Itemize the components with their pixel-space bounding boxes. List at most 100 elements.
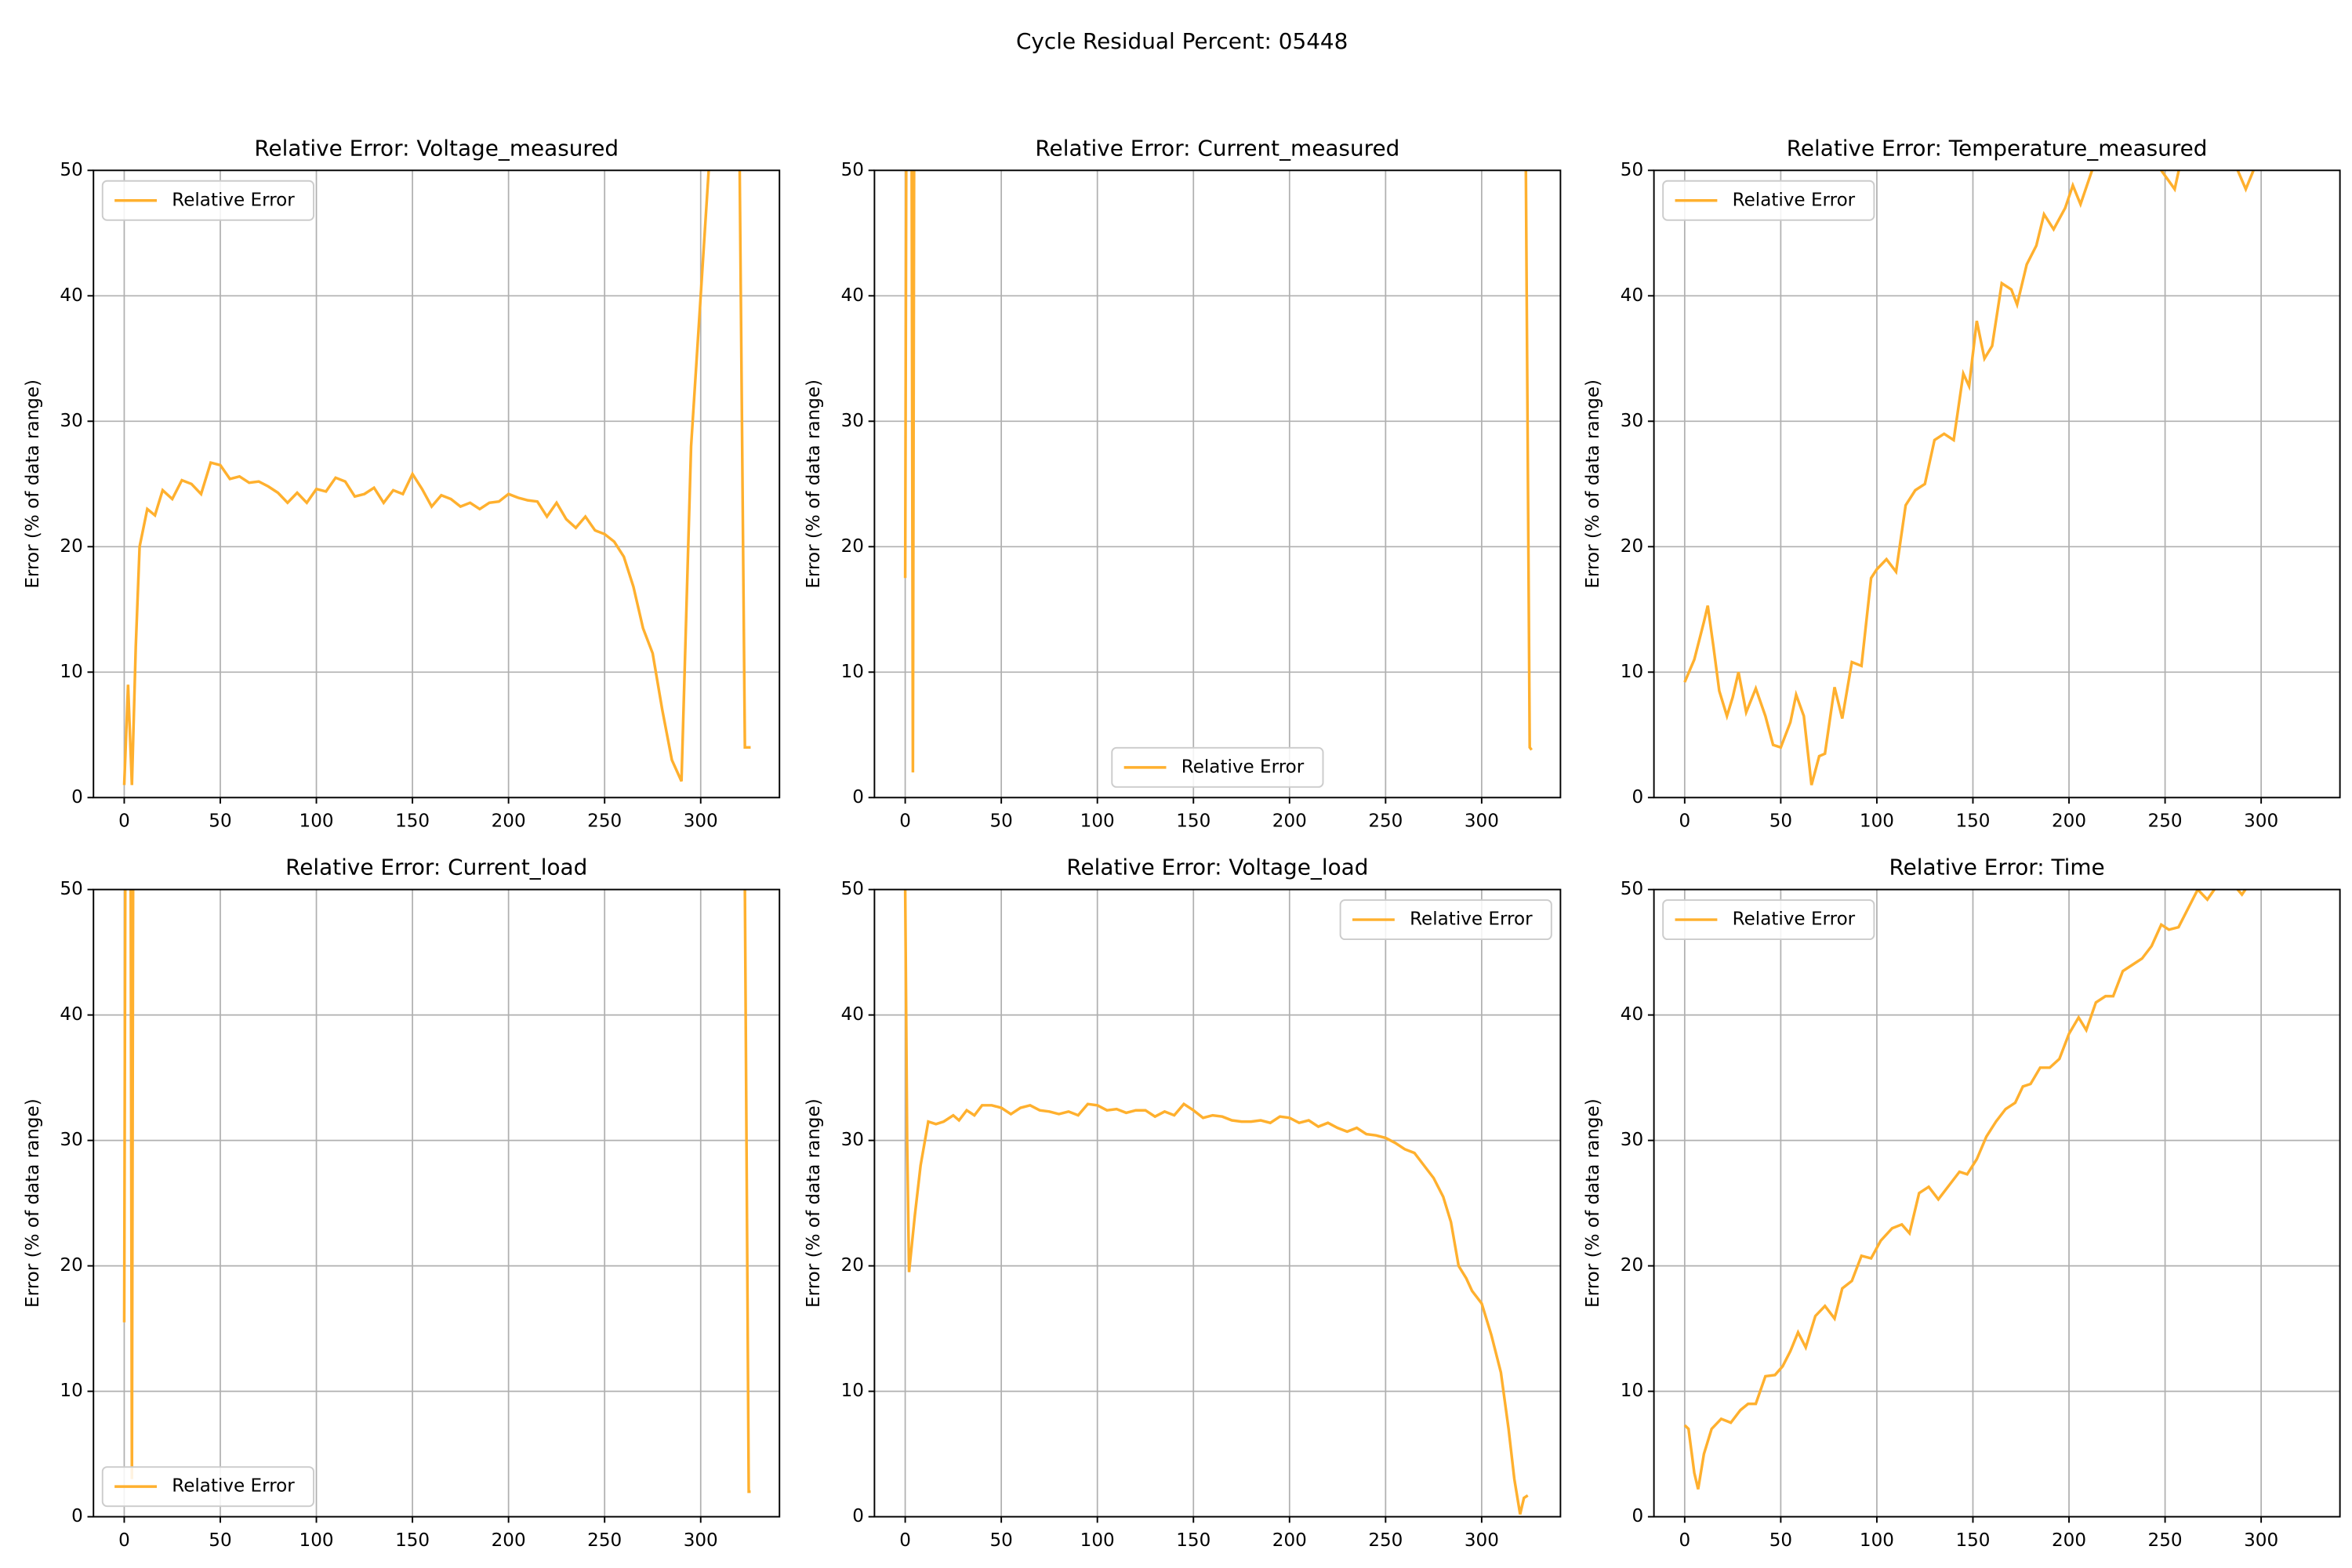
subplot-title: Relative Error: Voltage_load xyxy=(1066,855,1368,880)
y-axis-label: Error (% of data range) xyxy=(23,1098,43,1308)
y-tick-label: 20 xyxy=(841,1255,864,1276)
y-tick-label: 50 xyxy=(1621,879,1643,899)
data-line xyxy=(1683,170,2256,786)
subplot: 0 50 100 150 200 250 300 0 10 20 30 40 50 Relative Er… xyxy=(1583,135,2341,832)
y-tick-label: 0 xyxy=(852,787,864,808)
y-tick-label: 10 xyxy=(60,662,82,682)
x-tick-label: 100 xyxy=(1860,811,1894,832)
axes-frame xyxy=(873,169,1562,799)
x-tick-label: 150 xyxy=(1176,1530,1210,1551)
y-tick-label: 50 xyxy=(60,879,82,899)
y-tick-label: 40 xyxy=(841,285,864,306)
y-tick-label: 0 xyxy=(71,787,83,808)
x-tick-label: 0 xyxy=(118,811,130,832)
y-tick-label: 50 xyxy=(1621,160,1643,180)
x-tick-label: 50 xyxy=(989,811,1012,832)
x-tick-label: 50 xyxy=(1769,1530,1792,1551)
data-line xyxy=(903,170,1533,773)
subplot-title: Relative Error: Temperature_measured xyxy=(1787,135,2208,161)
x-tick-label: 250 xyxy=(1368,1530,1403,1551)
y-axis-label: Error (% of data range) xyxy=(23,379,43,589)
y-tick-label: 20 xyxy=(1621,1255,1643,1276)
subplot: 0 50 100 150 200 250 300 0 10 20 30 40 50 Relative Er… xyxy=(23,855,781,1551)
y-tick-label: 50 xyxy=(841,879,864,899)
x-tick-label: 100 xyxy=(1080,1530,1115,1551)
x-tick-label: 250 xyxy=(2148,811,2183,832)
x-tick-label: 200 xyxy=(1272,811,1307,832)
x-tick-label: 0 xyxy=(118,1530,130,1551)
x-tick-label: 250 xyxy=(1368,811,1403,832)
legend-label: Relative Error xyxy=(1733,190,1856,210)
legend-label: Relative Error xyxy=(1181,757,1305,777)
subplot-title: Relative Error: Current_measured xyxy=(1035,135,1399,161)
y-tick-label: 40 xyxy=(1621,1004,1643,1025)
x-tick-label: 0 xyxy=(899,1530,911,1551)
x-tick-label: 300 xyxy=(2244,1530,2278,1551)
legend-box xyxy=(101,180,314,221)
y-tick-label: 30 xyxy=(841,1130,864,1150)
x-tick-label: 150 xyxy=(395,811,430,832)
x-tick-label: 300 xyxy=(1465,1530,1499,1551)
subplot: 0 50 100 150 200 250 300 0 10 20 30 40 50 Relative Er… xyxy=(1583,855,2341,1551)
legend-box xyxy=(1662,180,1875,221)
legend: Relative Error xyxy=(1662,180,1875,221)
x-tick-label: 150 xyxy=(1955,811,1990,832)
legend-box xyxy=(101,1466,314,1508)
subplot: 0 50 100 150 200 250 300 0 10 20 30 40 50 Relative Er… xyxy=(804,855,1562,1551)
y-tick-label: 0 xyxy=(71,1506,83,1526)
x-tick-label: 100 xyxy=(299,811,334,832)
y-tick-label: 50 xyxy=(60,160,82,180)
subplot-title: Relative Error: Voltage_measured xyxy=(254,135,619,161)
subplot: 0 50 100 150 200 250 300 0 10 20 30 40 50 Relative Er… xyxy=(23,135,781,832)
x-tick-label: 300 xyxy=(684,811,718,832)
x-tick-label: 100 xyxy=(1860,1530,1894,1551)
x-tick-label: 0 xyxy=(1679,811,1690,832)
y-tick-label: 30 xyxy=(60,411,82,431)
y-tick-label: 20 xyxy=(60,1255,82,1276)
y-tick-label: 20 xyxy=(60,536,82,557)
y-tick-label: 10 xyxy=(1621,662,1643,682)
x-tick-label: 300 xyxy=(684,1530,718,1551)
y-axis-label: Error (% of data range) xyxy=(804,379,824,589)
y-tick-label: 10 xyxy=(60,1381,82,1401)
x-tick-label: 50 xyxy=(209,811,231,832)
subplot: 0 50 100 150 200 250 300 0 10 20 30 40 50 Relative Er… xyxy=(804,135,1562,832)
subplot-title: Relative Error: Time xyxy=(1889,855,2105,880)
y-tick-label: 10 xyxy=(841,662,864,682)
y-tick-label: 30 xyxy=(841,411,864,431)
y-tick-label: 40 xyxy=(60,285,82,306)
x-tick-label: 300 xyxy=(1465,811,1499,832)
y-tick-label: 20 xyxy=(841,536,864,557)
data-line xyxy=(122,170,751,786)
x-tick-label: 0 xyxy=(1679,1530,1690,1551)
y-axis-label: Error (% of data range) xyxy=(1583,379,1603,589)
x-tick-label: 150 xyxy=(1176,811,1210,832)
legend-box xyxy=(1662,899,1875,941)
y-tick-label: 30 xyxy=(1621,411,1643,431)
y-tick-label: 40 xyxy=(60,1004,82,1025)
x-tick-label: 250 xyxy=(587,1530,622,1551)
axes-frame xyxy=(873,888,1562,1518)
x-tick-label: 200 xyxy=(492,1530,526,1551)
x-tick-label: 100 xyxy=(299,1530,334,1551)
x-tick-label: 200 xyxy=(1272,1530,1307,1551)
axes-frame xyxy=(93,888,781,1518)
y-axis-label: Error (% of data range) xyxy=(1583,1098,1603,1308)
data-line xyxy=(1683,889,2248,1490)
figure-title: Cycle Residual Percent: 05448 xyxy=(1016,28,1348,54)
legend: Relative Error xyxy=(1662,899,1875,941)
y-tick-label: 30 xyxy=(60,1130,82,1150)
data-line xyxy=(122,889,751,1494)
y-tick-label: 10 xyxy=(1621,1381,1643,1401)
x-tick-label: 50 xyxy=(989,1530,1012,1551)
y-axis-label: Error (% of data range) xyxy=(804,1098,824,1308)
legend-label: Relative Error xyxy=(1410,909,1533,930)
x-tick-label: 150 xyxy=(1955,1530,1990,1551)
x-tick-label: 0 xyxy=(899,811,911,832)
x-tick-label: 200 xyxy=(2052,811,2086,832)
legend-label: Relative Error xyxy=(1733,909,1856,930)
y-tick-label: 0 xyxy=(852,1506,864,1526)
y-tick-label: 30 xyxy=(1621,1130,1643,1150)
y-tick-label: 40 xyxy=(1621,285,1643,306)
